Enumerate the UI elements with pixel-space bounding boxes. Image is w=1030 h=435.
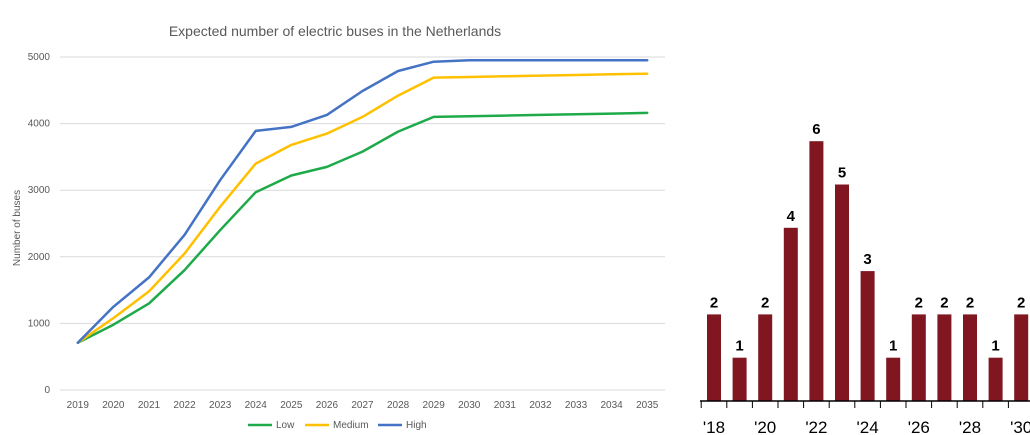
bar: [835, 184, 849, 401]
bar-data-label: 2: [1017, 294, 1025, 311]
bar-x-tick-label: '18: [703, 418, 725, 435]
bar: [860, 271, 875, 401]
line-chart-title: Expected number of electric buses in the…: [169, 23, 501, 39]
bar-x-tick-label: '24: [857, 418, 879, 435]
x-tick-label: 2031: [494, 400, 517, 411]
x-tick-label: 2024: [245, 400, 268, 411]
bar-data-label: 6: [812, 121, 820, 138]
bar-data-label: 2: [940, 294, 948, 311]
y-tick-label: 1000: [28, 318, 51, 329]
x-tick-label: 2020: [102, 400, 125, 411]
x-tick-label: 2026: [316, 400, 339, 411]
x-tick-label: 2022: [173, 400, 196, 411]
bar: [911, 314, 926, 401]
bar-data-label: 2: [761, 294, 769, 311]
x-tick-label: 2025: [280, 400, 303, 411]
bar-x-tick-label: '26: [908, 418, 930, 435]
series-line-low: [76, 111, 649, 344]
bar-data-label: 1: [889, 338, 897, 355]
bar: [1014, 314, 1029, 401]
bar-data-label: 3: [863, 251, 871, 268]
y-tick-label: 3000: [28, 185, 51, 196]
bar-chart-x-axis: '18 '20 '22 '24 '26 '28 '30: [700, 400, 1030, 435]
bar-data-label: 1: [735, 338, 743, 355]
bar-data-label: 4: [787, 208, 796, 225]
bar: [707, 314, 721, 401]
line-chart-y-axis-label: Number of buses: [12, 190, 23, 266]
x-tick-label: 2033: [565, 400, 588, 411]
line-chart-legend[interactable]: Low Medium High: [248, 420, 427, 431]
y-tick-label: 0: [44, 385, 50, 396]
bar-x-tick-label: '28: [959, 418, 981, 435]
bar-x-tick-label: '20: [754, 418, 776, 435]
x-tick-label: 2035: [636, 400, 659, 411]
line-chart-gridlines: [60, 56, 665, 391]
x-tick-label: 2028: [387, 400, 410, 411]
bar-data-label: 2: [966, 294, 974, 311]
x-tick-label: 2023: [209, 400, 232, 411]
bar: [732, 357, 747, 401]
bar: [988, 357, 1003, 401]
bar: [937, 314, 952, 401]
legend-label-medium: Medium: [333, 420, 369, 431]
y-tick-label: 5000: [28, 52, 51, 63]
bar-chart-bars: [707, 141, 1029, 401]
x-tick-label: 2034: [600, 400, 623, 411]
series-line-high: [76, 59, 649, 344]
bar-x-tick-label: '22: [805, 418, 827, 435]
x-tick-label: 2030: [458, 400, 481, 411]
bar: [809, 141, 824, 401]
bar-data-label: 2: [710, 294, 718, 311]
series-line-medium: [76, 72, 649, 344]
bar-data-label: 5: [838, 165, 846, 182]
bar-data-label: 2: [915, 294, 923, 311]
x-tick-label: 2019: [67, 400, 90, 411]
y-tick-label: 2000: [28, 252, 51, 263]
bar: [783, 227, 798, 401]
bar: [758, 314, 773, 401]
x-tick-label: 2029: [423, 400, 446, 411]
line-chart-y-ticks: 0 1000 2000 3000 4000 5000: [28, 52, 51, 396]
bar-x-tick-label: '30: [1010, 418, 1030, 435]
y-tick-label: 4000: [28, 119, 51, 130]
bar: [886, 357, 901, 401]
legend-label-high: High: [406, 420, 427, 431]
bar: [963, 314, 977, 401]
bar-data-label: 1: [991, 338, 999, 355]
x-tick-label: 2021: [138, 400, 161, 411]
line-chart: Expected number of electric buses in the…: [12, 23, 665, 431]
line-chart-x-ticks: 2019 2020 2021 2022 2023 2024 2025 2026 2027 2028…: [67, 400, 659, 411]
x-tick-label: 2027: [351, 400, 374, 411]
x-tick-label: 2032: [529, 400, 552, 411]
legend-label-low: Low: [276, 420, 295, 431]
line-chart-series: [76, 59, 649, 344]
